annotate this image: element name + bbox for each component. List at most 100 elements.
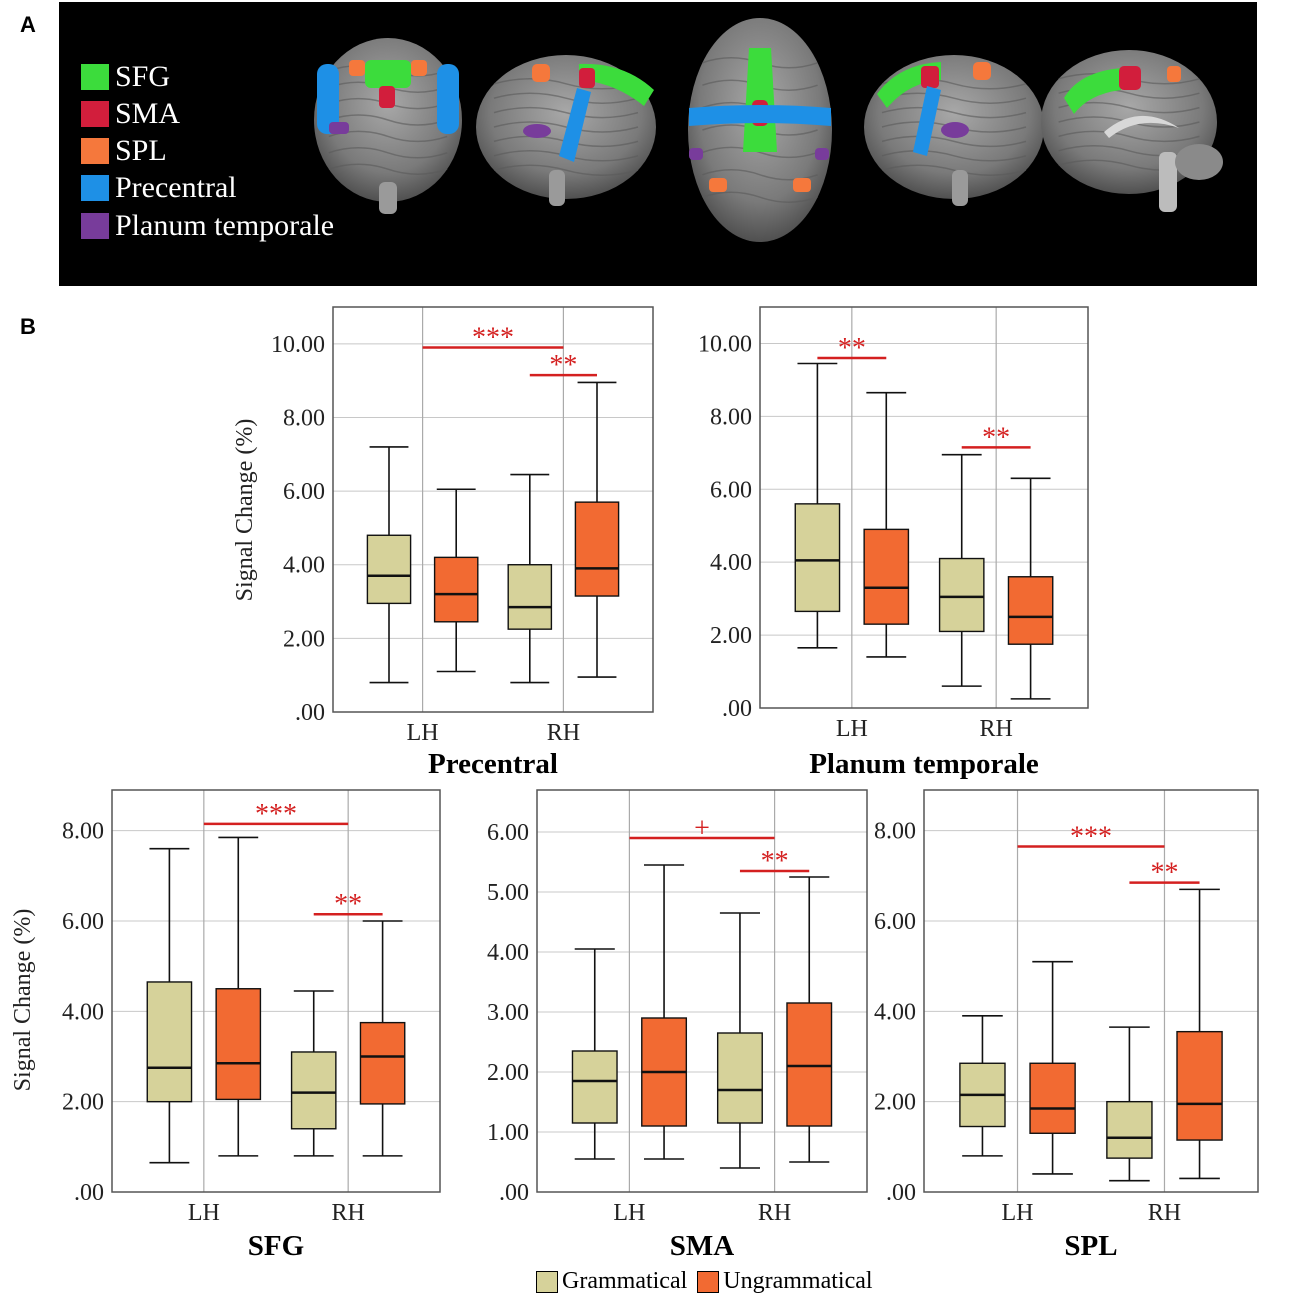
grammatical-legend-label: Grammatical: [562, 1268, 688, 1294]
y-tick-label: 2.00: [710, 623, 752, 649]
ungrammatical-legend-label: Ungrammatical: [723, 1268, 873, 1294]
significance-annotation: ***: [1017, 821, 1165, 852]
significance-label: **: [838, 333, 866, 364]
legend-swatch-sfg: [81, 64, 109, 90]
x-tick-label: RH: [979, 716, 1012, 742]
chart-title: SPL: [1064, 1230, 1117, 1262]
group-legend: Grammatical Ungrammatical: [536, 1268, 873, 1295]
roi-sfg: [1064, 68, 1121, 114]
box-grammatical-lh: [366, 446, 412, 684]
panel-a-label: A: [20, 12, 36, 37]
x-tick-label: LH: [836, 716, 868, 742]
iqr-box: [571, 1050, 618, 1124]
significance-label: ***: [255, 799, 297, 830]
iqr-box: [794, 503, 841, 613]
y-tick-label: 6.00: [710, 477, 752, 503]
legend-item-planum-temporale: Planum temporale: [81, 211, 334, 241]
y-tick-label: 4.00: [874, 999, 916, 1025]
sulcus-line: [328, 147, 448, 159]
iqr-box: [433, 556, 479, 623]
box-grammatical-rh: [507, 473, 553, 684]
y-tick-label: .00: [722, 696, 752, 722]
plot-frame: [536, 789, 868, 1193]
plot-frame: [923, 789, 1259, 1193]
sulcus-line: [881, 106, 1027, 119]
y-tick-label: .00: [295, 700, 325, 726]
significance-label: **: [761, 846, 789, 877]
plot-frame: [759, 306, 1089, 709]
box-ungrammatical-lh: [215, 836, 262, 1157]
box-ungrammatical-rh: [1007, 477, 1054, 700]
significance-label: ***: [472, 323, 514, 354]
significance-label: **: [982, 422, 1010, 453]
iqr-box: [146, 981, 193, 1103]
sulcus-line: [493, 121, 639, 133]
significance-annotation: **: [961, 422, 1031, 453]
legend-swatch-precentral: [81, 175, 109, 201]
legend-label-precentral: Precentral: [115, 171, 237, 204]
x-tick-label: LH: [407, 720, 439, 746]
x-tick-label: RH: [547, 720, 580, 746]
y-tick-label: 10.00: [698, 331, 752, 357]
roi-spl: [1167, 66, 1181, 82]
brainstem: [379, 182, 397, 214]
chart-sma: .00 1.00 2.00 3.00 4.00 5.00 6.00 LH RH SMA + **: [487, 789, 868, 1262]
y-tick-label: .00: [74, 1180, 104, 1206]
roi-sfg: [365, 60, 411, 88]
iqr-box: [863, 528, 910, 625]
y-axis-label: Signal Change (%): [232, 419, 258, 602]
sulcus-line: [702, 191, 818, 203]
brainstem: [1159, 152, 1177, 212]
legend-swatch-planum-temporale: [81, 213, 109, 239]
iqr-box: [1029, 1062, 1076, 1134]
roi-precentral: [689, 105, 831, 126]
roi-sma: [379, 86, 395, 108]
box-ungrammatical-lh: [641, 864, 688, 1160]
y-tick-label: 1.00: [487, 1120, 529, 1146]
iqr-box: [938, 557, 985, 633]
roi-precentral: [559, 88, 591, 162]
roi-sma: [1119, 66, 1141, 90]
iqr-box: [1176, 1030, 1223, 1141]
grammatical-swatch: [536, 1270, 558, 1293]
y-tick-label: 2.00: [874, 1090, 916, 1116]
box-grammatical-lh: [571, 948, 618, 1160]
y-axis-label: Signal Change (%): [10, 909, 36, 1092]
y-tick-label: 3.00: [487, 1000, 529, 1026]
y-tick-label: 4.00: [710, 550, 752, 576]
sulcus-line: [881, 135, 1027, 148]
box-ungrammatical-rh: [1176, 888, 1223, 1180]
sulcus-line: [328, 114, 448, 126]
roi-planum-temporale: [523, 124, 551, 138]
iqr-box: [215, 988, 262, 1101]
x-tick-label: LH: [1002, 1200, 1034, 1226]
chart-title: SFG: [248, 1230, 304, 1262]
y-tick-label: 8.00: [710, 404, 752, 430]
cerebellum: [1175, 144, 1223, 180]
brainstem: [952, 170, 968, 206]
y-tick-label: 10.00: [271, 332, 325, 358]
iqr-box: [1007, 576, 1054, 645]
ungrammatical-swatch: [697, 1270, 720, 1293]
sulcus-line: [1058, 130, 1200, 143]
roi-planum-temporale: [941, 122, 969, 138]
anterior-view: [314, 38, 462, 202]
roi-planum-temporale: [329, 122, 349, 134]
x-tick-label: RH: [331, 1200, 364, 1226]
significance-annotation: **: [529, 350, 597, 381]
brain-views: [314, 18, 1223, 242]
y-tick-label: 2.00: [283, 626, 325, 652]
iqr-box: [507, 564, 553, 630]
significance-annotation: +: [629, 813, 775, 844]
significance-label: **: [1150, 858, 1178, 889]
significance-annotation: ***: [203, 799, 349, 830]
corpus-callosum: [1104, 115, 1179, 138]
significance-label: **: [549, 350, 577, 381]
sulcus-line: [881, 150, 1027, 162]
chart-planum-temporale: .00 2.00 4.00 6.00 8.00 10.00 LH RH Planum tempo…: [698, 306, 1089, 780]
legend-item-precentral: Precentral: [81, 173, 237, 203]
y-tick-label: 8.00: [62, 819, 104, 845]
box-ungrammatical-lh: [863, 391, 910, 658]
